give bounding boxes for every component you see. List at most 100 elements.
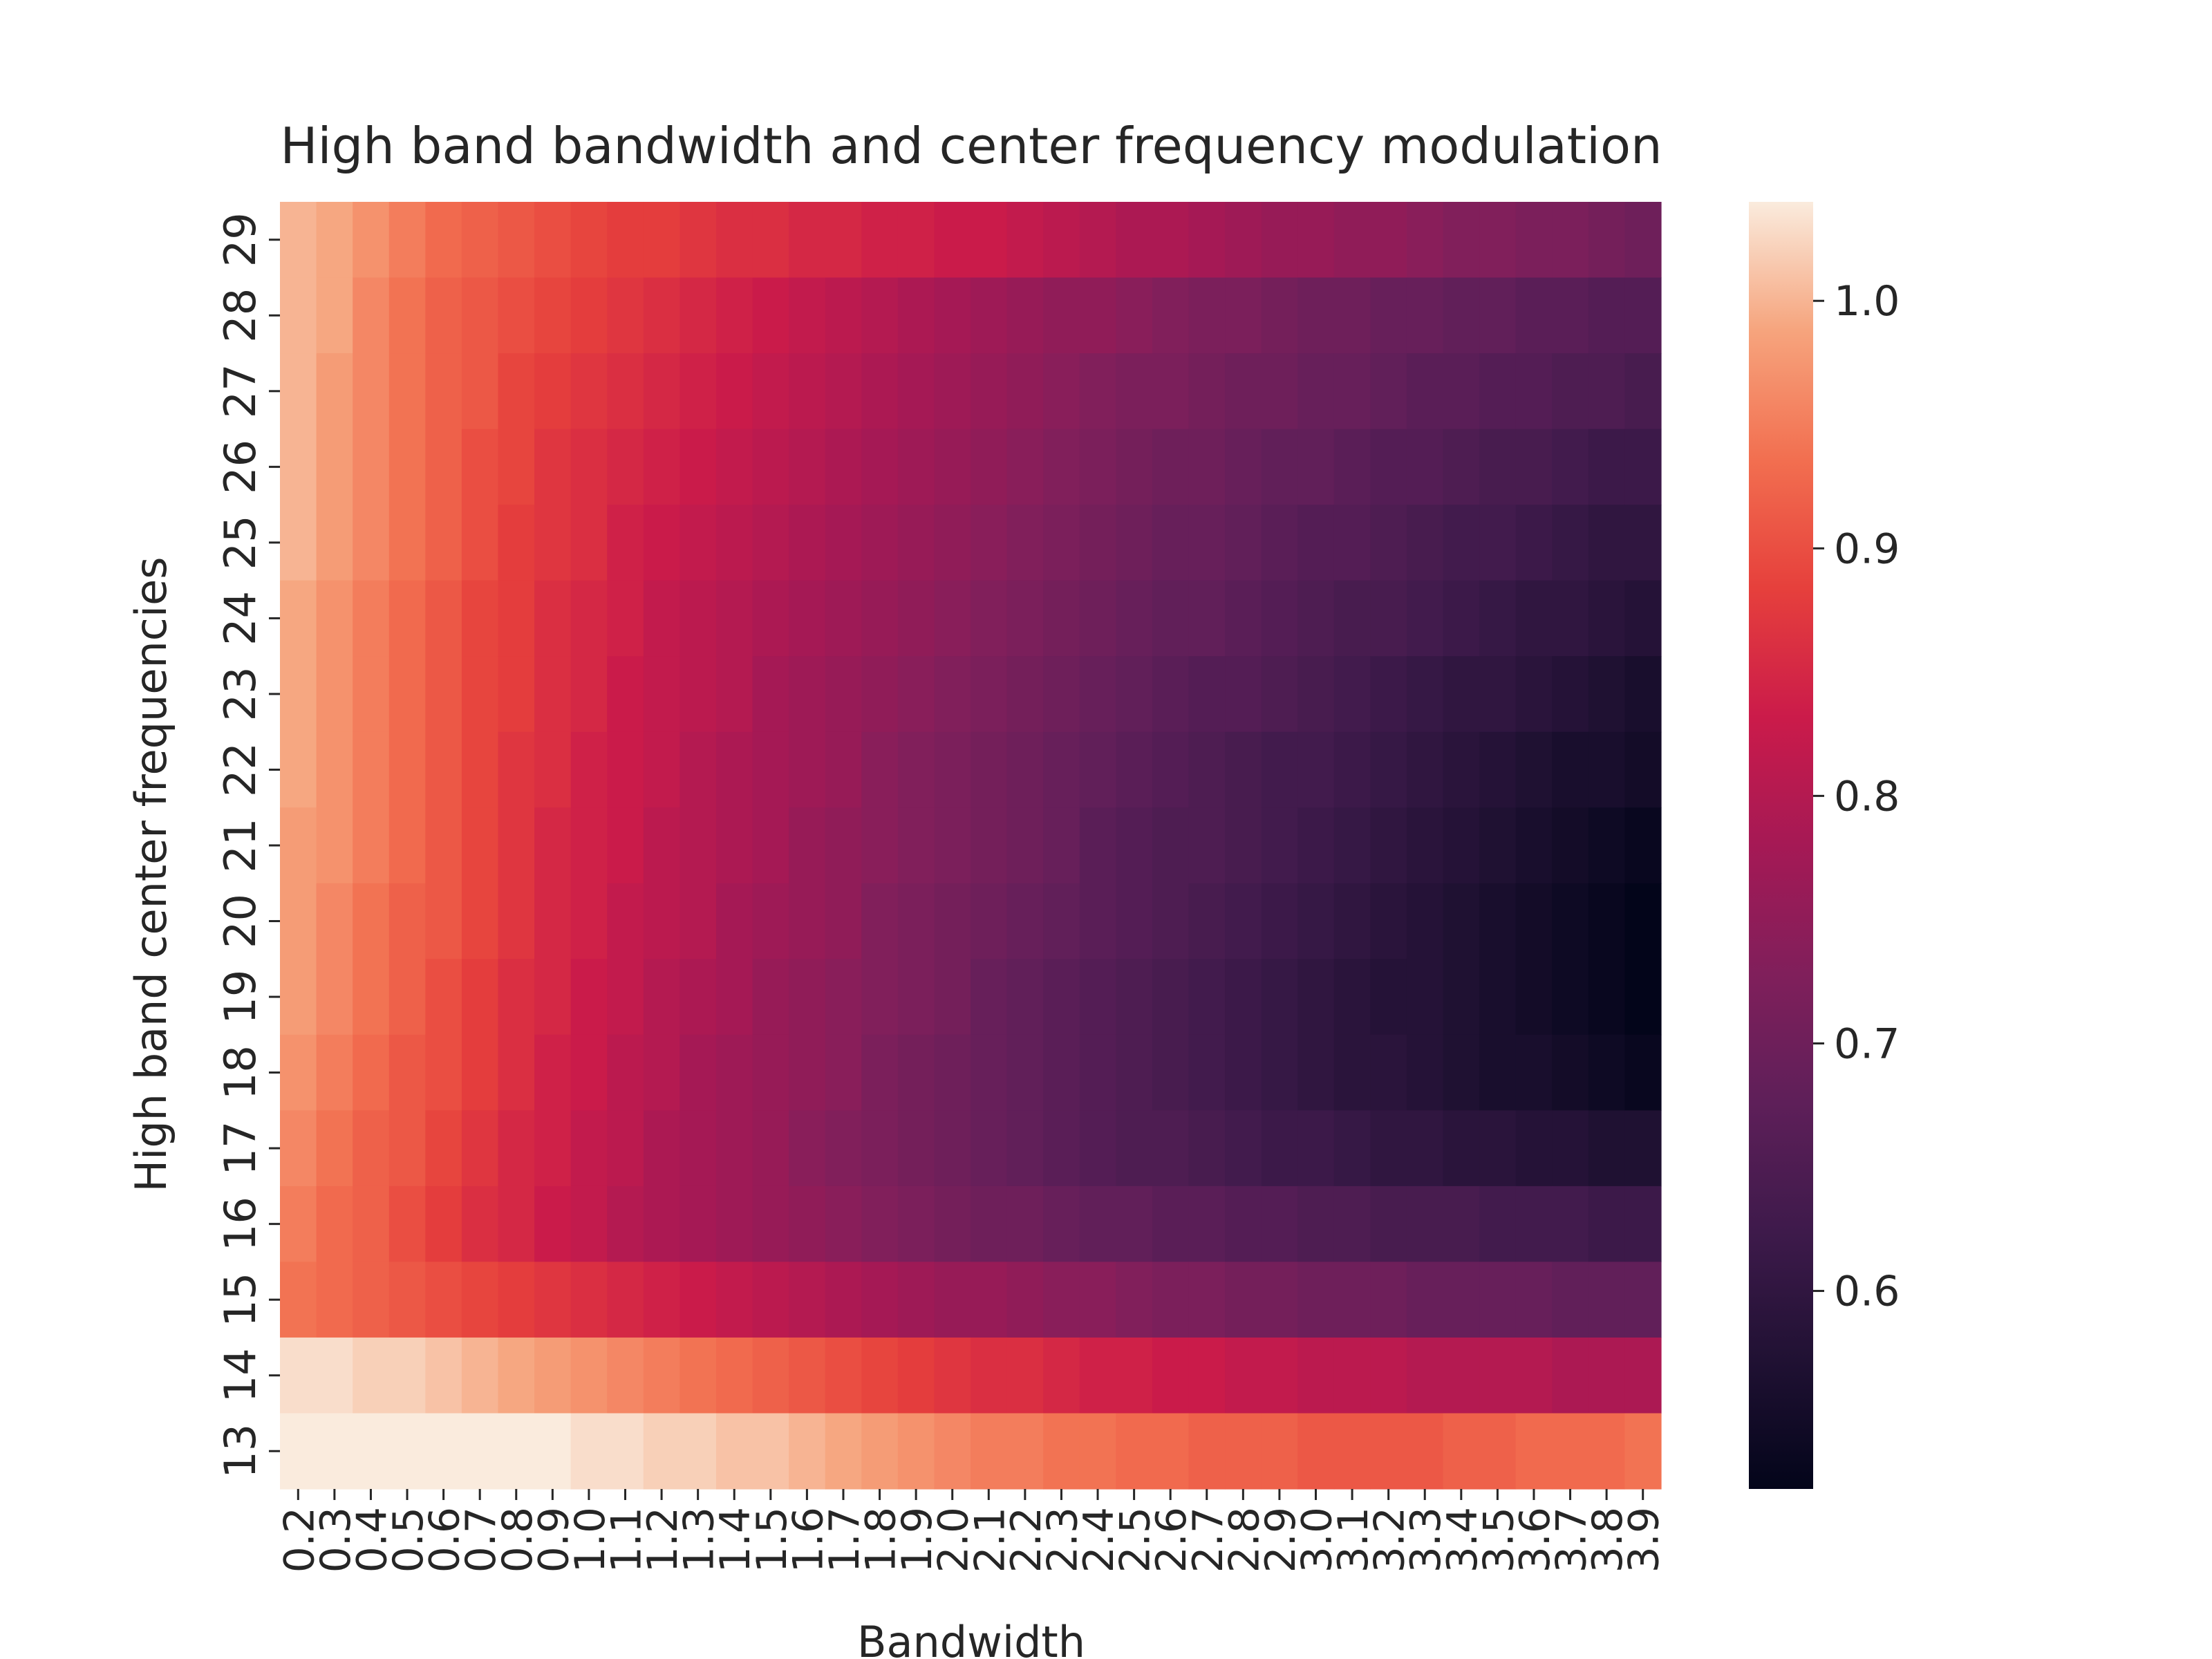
heatmap-cell — [1188, 1337, 1226, 1414]
heatmap-cell — [316, 202, 353, 279]
heatmap-cell — [1588, 1185, 1626, 1263]
heatmap-cell — [971, 656, 1008, 733]
heatmap-cell — [1552, 883, 1589, 959]
heatmap-cell — [643, 883, 680, 959]
heatmap-cell — [1116, 1110, 1153, 1187]
heatmap-cell — [1043, 883, 1080, 959]
heatmap-cell — [425, 1034, 462, 1111]
heatmap-cell — [715, 1034, 753, 1111]
heatmap-cell — [498, 277, 535, 354]
x-tick-label: 3.0 — [1293, 1507, 1342, 1573]
heatmap-cell — [715, 1337, 753, 1414]
x-tick-label: 2.5 — [1112, 1507, 1160, 1573]
heatmap-cell — [1225, 731, 1262, 808]
heatmap-cell — [1006, 353, 1044, 430]
heatmap-cell — [1188, 959, 1226, 1035]
heatmap-cell — [1188, 1185, 1226, 1263]
heatmap-cell — [1443, 429, 1480, 505]
heatmap-cell — [789, 580, 826, 657]
y-tick-label: 26 — [215, 440, 265, 494]
heatmap-cell — [1188, 1262, 1226, 1338]
heatmap-cell — [1443, 656, 1480, 733]
heatmap-cell — [425, 1413, 462, 1490]
heatmap-cell — [607, 1110, 644, 1187]
heatmap-cell — [1043, 202, 1080, 279]
x-tick-label: 3.7 — [1548, 1507, 1596, 1573]
heatmap-cell — [498, 731, 535, 808]
x-tick-label: 3.5 — [1474, 1507, 1523, 1573]
heatmap-cell — [1152, 580, 1190, 657]
heatmap-cell — [534, 277, 572, 354]
heatmap-cell — [1624, 202, 1662, 279]
y-axis-label: High band center frequencies — [126, 556, 176, 1192]
heatmap-cell — [897, 1185, 935, 1263]
heatmap-cell — [1188, 883, 1226, 959]
heatmap-cell — [570, 1034, 608, 1111]
heatmap-cell — [1515, 1413, 1553, 1490]
heatmap-cell — [425, 580, 462, 657]
heatmap-cell — [607, 1413, 644, 1490]
heatmap-cell — [607, 959, 644, 1035]
heatmap-cell — [425, 202, 462, 279]
heatmap-cell — [1188, 505, 1226, 581]
heatmap-cell — [934, 1185, 971, 1263]
heatmap-cell — [316, 1337, 353, 1414]
x-tick-label: 1.3 — [675, 1507, 724, 1573]
heatmap-cell — [715, 883, 753, 959]
heatmap-cell — [1443, 1185, 1480, 1263]
heatmap-cell — [498, 353, 535, 430]
heatmap-cell — [607, 1262, 644, 1338]
heatmap-cell — [1261, 1337, 1298, 1414]
y-tick-label: 28 — [215, 288, 265, 343]
heatmap-cell — [1297, 1262, 1335, 1338]
heatmap-cell — [1116, 1034, 1153, 1111]
heatmap-cell — [1225, 656, 1262, 733]
heatmap-cell — [1297, 202, 1335, 279]
heatmap-cell — [1188, 429, 1226, 505]
heatmap-cell — [1079, 1110, 1116, 1187]
heatmap-cell — [1588, 656, 1626, 733]
heatmap-cell — [1370, 959, 1407, 1035]
x-tick-label: 2.9 — [1257, 1507, 1305, 1573]
heatmap-cell — [1515, 202, 1553, 279]
x-tick-label: 2.4 — [1075, 1507, 1123, 1573]
heatmap-cell — [1588, 505, 1626, 581]
heatmap-cell — [1297, 1034, 1335, 1111]
heatmap-cell — [825, 353, 862, 430]
heatmap-cell — [280, 1337, 317, 1414]
heatmap-cell — [1479, 731, 1517, 808]
x-tick-label: 2.0 — [930, 1507, 978, 1573]
y-axis-ticks: 29 28 27 26 25 24 23 22 21 20 19 18 17 16 15 14 13 — [215, 212, 280, 1479]
heatmap-cell — [1479, 1185, 1517, 1263]
heatmap-cell — [1297, 353, 1335, 430]
heatmap-cell — [1370, 202, 1407, 279]
heatmap-cell — [280, 202, 317, 279]
heatmap-cell — [1297, 883, 1335, 959]
heatmap-cell — [752, 202, 789, 279]
heatmap-cell — [1515, 656, 1553, 733]
heatmap-cell — [897, 429, 935, 505]
heatmap-cell — [353, 883, 390, 959]
heatmap-cell — [1116, 807, 1153, 884]
heatmap-cell — [1588, 731, 1626, 808]
heatmap-cell — [570, 1185, 608, 1263]
heatmap-cell — [1152, 1262, 1190, 1338]
x-tick-label: 1.4 — [711, 1507, 760, 1573]
heatmap-cell — [316, 1185, 353, 1263]
heatmap-cell — [498, 807, 535, 884]
heatmap-cell — [1370, 580, 1407, 657]
heatmap-cell — [353, 353, 390, 430]
heatmap-cell — [1006, 959, 1044, 1035]
heatmap-cell — [1552, 807, 1589, 884]
heatmap-cell — [1624, 1110, 1662, 1187]
heatmap-cell — [715, 1262, 753, 1338]
heatmap-cell — [752, 277, 789, 354]
heatmap-cell — [752, 580, 789, 657]
heatmap-cell — [1515, 1337, 1553, 1414]
heatmap-cell — [934, 429, 971, 505]
heatmap-cell — [679, 1337, 717, 1414]
heatmap-cell — [1006, 1413, 1044, 1490]
heatmap-cell — [1225, 505, 1262, 581]
heatmap-cell — [1297, 807, 1335, 884]
heatmap-cell — [1188, 580, 1226, 657]
